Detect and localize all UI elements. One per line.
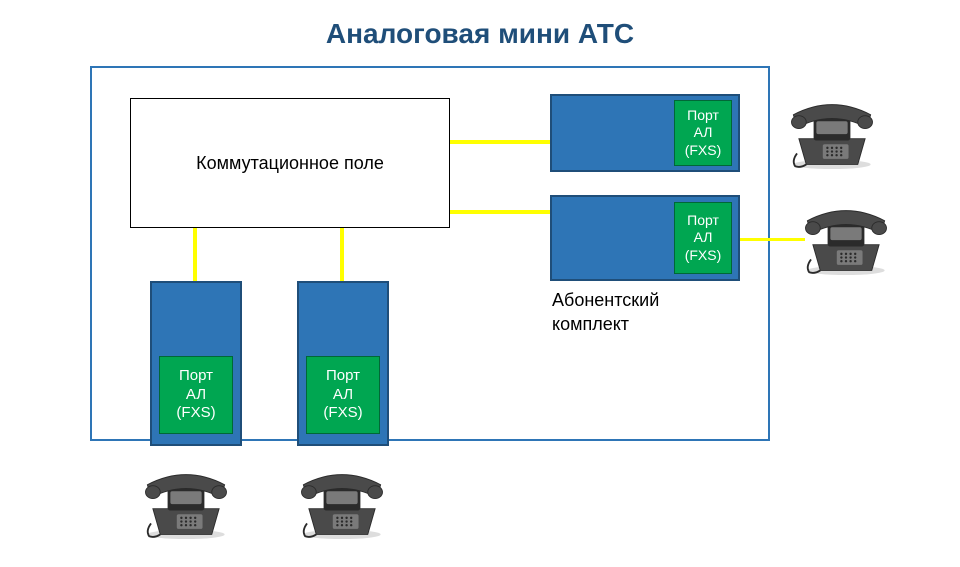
subscriber-block-bottom: ПортАЛ(FXS) — [297, 281, 389, 446]
phone-svg — [786, 100, 878, 170]
connection-wire — [340, 228, 344, 283]
telephone-icon — [296, 470, 388, 540]
phone-svg — [296, 470, 388, 540]
telephone-icon — [800, 206, 892, 276]
subscriber-kit-label: Абонентский комплект — [552, 288, 659, 336]
switching-field-label: Коммутационное поле — [196, 153, 384, 174]
fxs-port-badge: ПортАЛ(FXS) — [674, 100, 732, 166]
connection-wire — [193, 228, 197, 283]
diagram-stage: Аналоговая мини АТС Коммутационное поле … — [0, 0, 960, 567]
telephone-icon — [786, 100, 878, 170]
connection-wire — [450, 140, 550, 144]
switching-field: Коммутационное поле — [130, 98, 450, 228]
telephone-icon — [140, 470, 232, 540]
connection-wire — [450, 210, 550, 214]
subscriber-block-bottom: ПортАЛ(FXS) — [150, 281, 242, 446]
subscriber-kit-label-line1: Абонентский — [552, 288, 659, 312]
subscriber-kit-label-line2: комплект — [552, 312, 659, 336]
fxs-port-badge: ПортАЛ(FXS) — [674, 202, 732, 274]
phone-svg — [800, 206, 892, 276]
fxs-port-badge: ПортАЛ(FXS) — [306, 356, 380, 434]
phone-svg — [140, 470, 232, 540]
diagram-title: Аналоговая мини АТС — [270, 18, 690, 50]
connection-wire — [740, 238, 805, 241]
fxs-port-badge: ПортАЛ(FXS) — [159, 356, 233, 434]
